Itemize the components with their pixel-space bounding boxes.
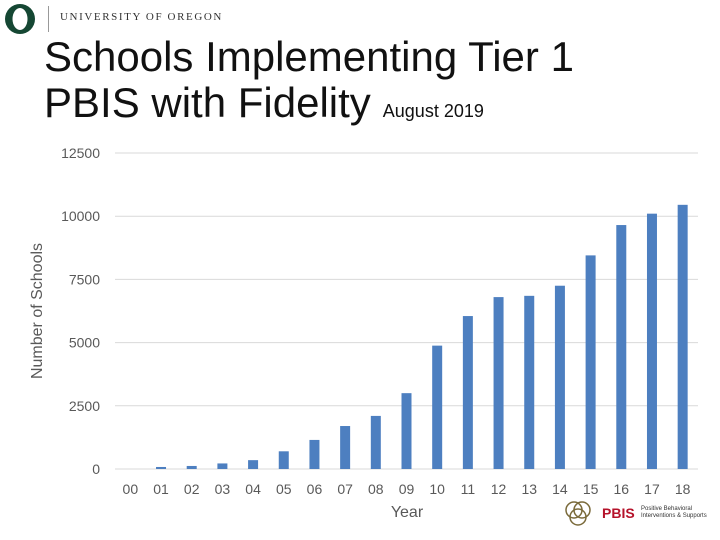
pbis-wordmark: PBIS <box>602 505 635 521</box>
x-tick-label: 06 <box>307 481 323 497</box>
y-axis-label: Number of Schools <box>29 243 46 379</box>
bars <box>156 204 688 469</box>
y-tick-label: 10000 <box>61 208 100 224</box>
x-tick-label: 09 <box>399 481 415 497</box>
y-axis-ticks: 0 2500 5000 7500 10000 12500 <box>61 145 100 477</box>
x-tick-label: 02 <box>184 481 200 497</box>
x-tick-label: 11 <box>461 481 476 497</box>
bar-16 <box>616 225 627 469</box>
x-tick-label: 03 <box>215 481 231 497</box>
bar-07 <box>340 426 351 469</box>
logo-divider <box>48 6 49 32</box>
title-line-2: PBIS with Fidelity August 2019 <box>44 80 574 134</box>
x-tick-label: 15 <box>583 481 599 497</box>
x-tick-label: 14 <box>552 481 568 497</box>
x-tick-label: 04 <box>245 481 261 497</box>
uo-logo-icon <box>5 4 35 34</box>
date-label: August 2019 <box>382 101 484 121</box>
y-tick-label: 12500 <box>61 145 100 161</box>
title-line-1: Schools Implementing Tier 1 <box>44 33 574 80</box>
x-tick-label: 07 <box>337 481 353 497</box>
x-tick-label: 01 <box>153 481 169 497</box>
x-tick-label: 05 <box>276 481 292 497</box>
bar-05 <box>278 451 289 469</box>
y-tick-label: 7500 <box>69 271 100 287</box>
bar-14 <box>554 285 565 469</box>
bar-09 <box>401 393 412 469</box>
bar-03 <box>217 463 228 469</box>
x-tick-label: 16 <box>614 481 630 497</box>
pbis-tagline-2: Interventions & Supports <box>641 513 707 519</box>
bar-06 <box>309 439 320 469</box>
bar-01 <box>156 466 167 469</box>
x-axis-ticks: 00 01 02 03 04 05 06 07 08 09 10 11 12 13 14 15 16 17 18 <box>123 481 691 497</box>
pbis-tagline-1: Positive Behavioral <box>641 506 693 512</box>
y-tick-label: 0 <box>92 461 100 477</box>
bar-17 <box>646 213 657 469</box>
pbis-logo-icon <box>565 501 591 526</box>
bar-13 <box>524 295 535 469</box>
bar-11 <box>462 316 473 469</box>
university-name: UNIVERSITY OF OREGON <box>60 11 223 23</box>
bar-04 <box>248 460 259 469</box>
x-tick-label: 12 <box>491 481 507 497</box>
y-tick-label: 5000 <box>69 335 100 351</box>
bar-18 <box>677 204 688 469</box>
bar-12 <box>493 297 504 469</box>
x-tick-label: 17 <box>644 481 660 497</box>
x-tick-label: 10 <box>429 481 445 497</box>
bar-08 <box>370 415 381 469</box>
x-tick-label: 08 <box>368 481 384 497</box>
page-title: Schools Implementing Tier 1 PBIS with Fi… <box>44 34 574 134</box>
bar-10 <box>432 345 443 469</box>
x-tick-label: 00 <box>123 481 139 497</box>
bar-15 <box>585 255 596 469</box>
bar-02 <box>186 465 197 469</box>
x-tick-label: 13 <box>521 481 537 497</box>
x-axis-label: Year <box>391 504 424 521</box>
x-tick-label: 18 <box>675 481 691 497</box>
y-tick-label: 2500 <box>69 398 100 414</box>
title-line-2-text: PBIS with Fidelity <box>44 79 371 126</box>
